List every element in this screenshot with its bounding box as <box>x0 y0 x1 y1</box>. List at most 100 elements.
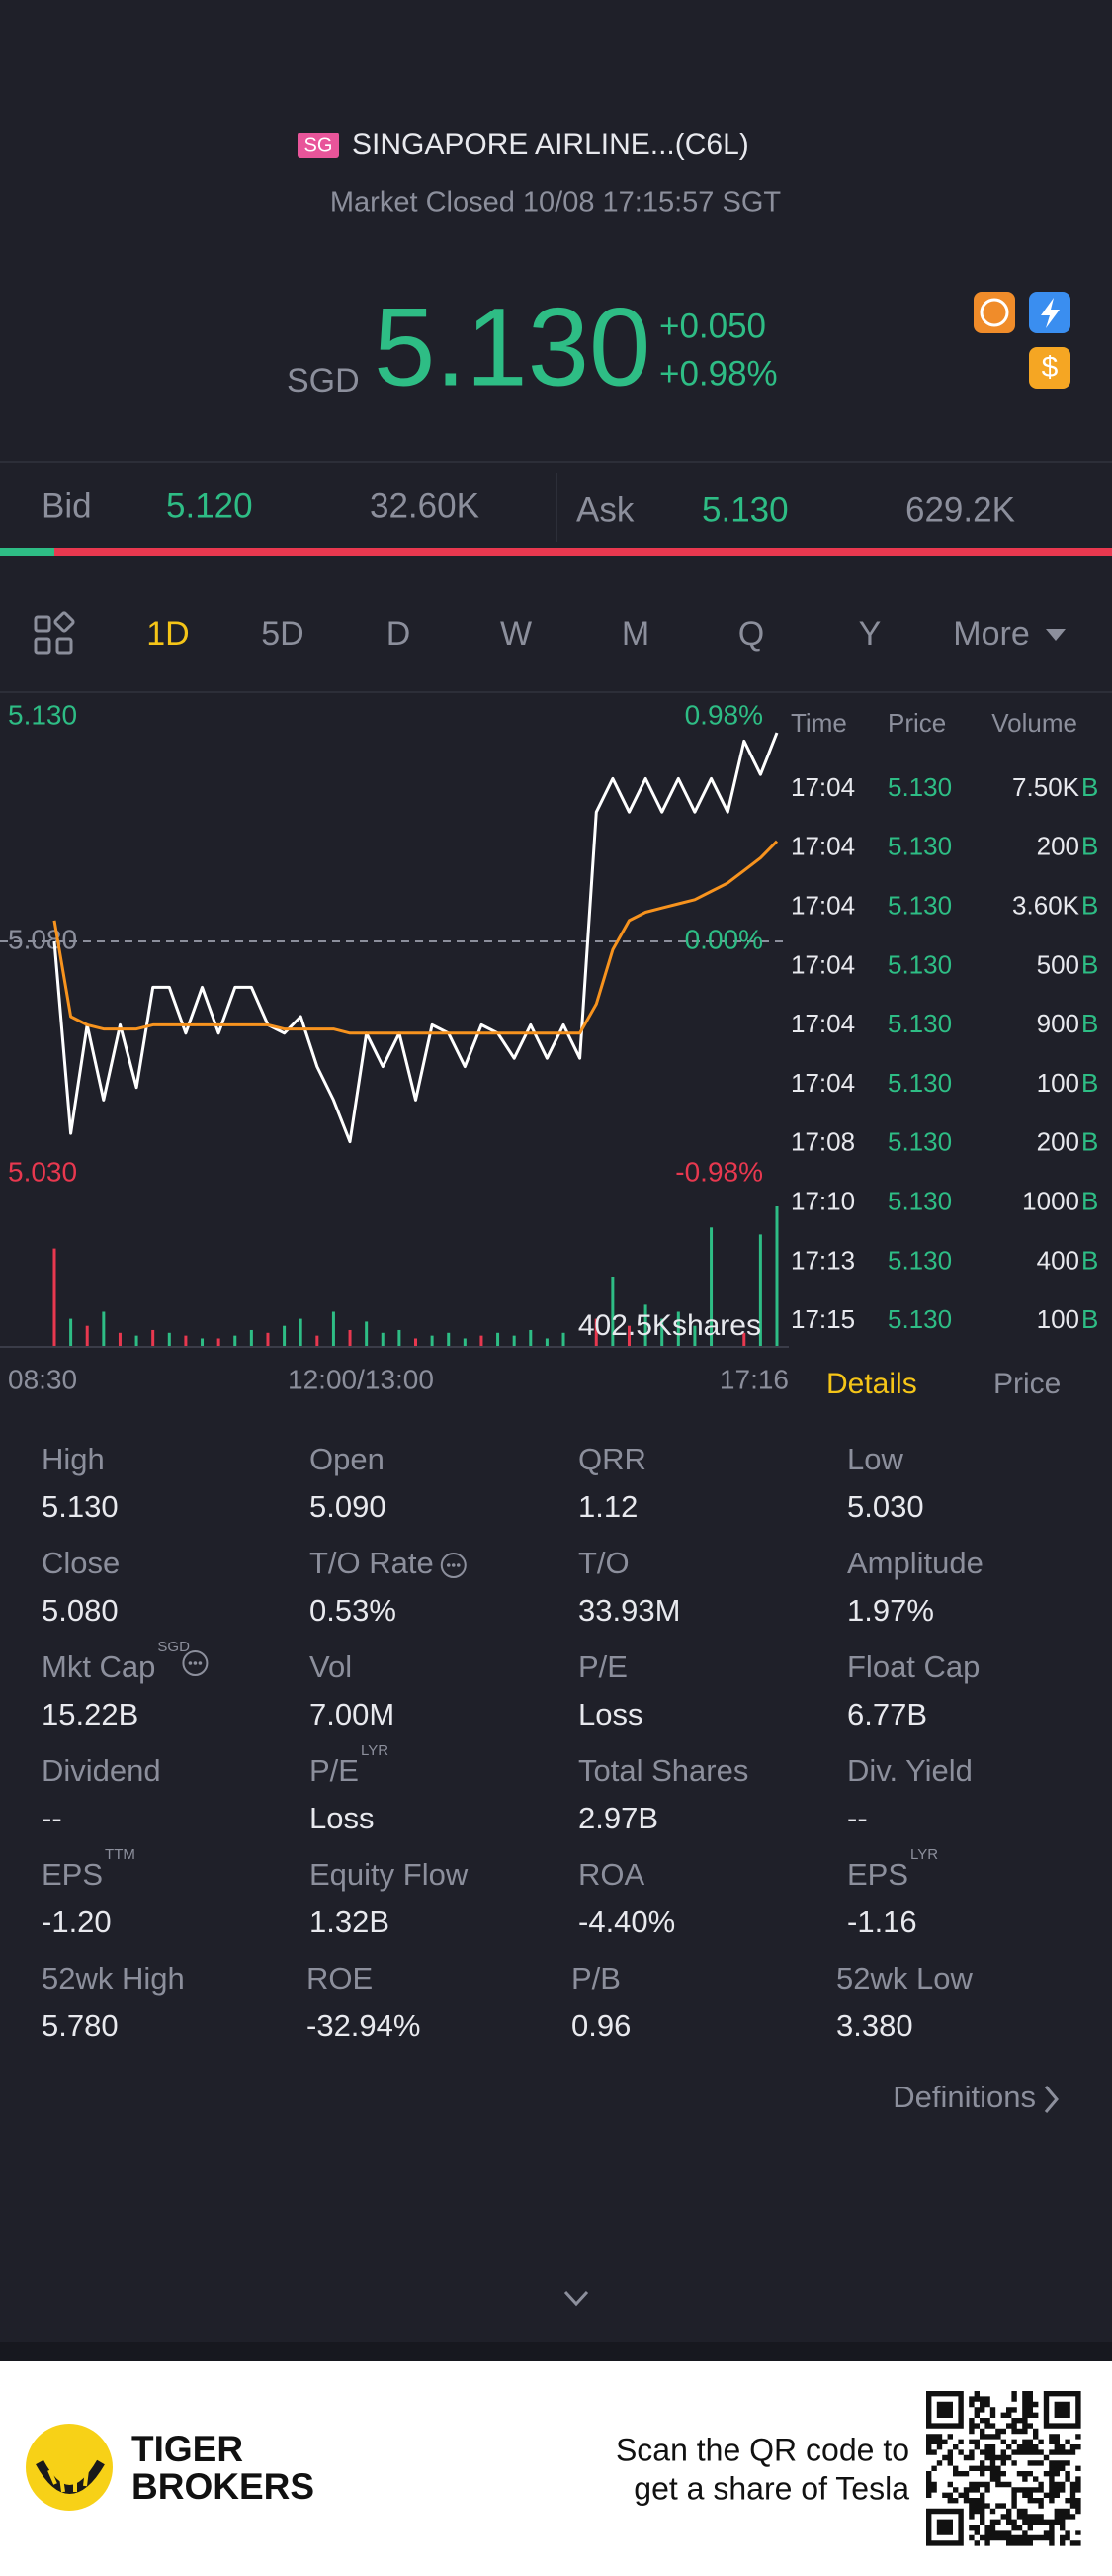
detail-label: Open <box>309 1442 385 1476</box>
period-tab[interactable]: D <box>386 615 411 653</box>
y2-tick-label: -0.98% <box>675 1156 763 1187</box>
volume-bar <box>561 1332 565 1347</box>
detail-label: ROE <box>306 1961 373 1996</box>
volume-bar <box>151 1329 155 1347</box>
volume-bar <box>430 1335 434 1347</box>
volume-bar <box>52 1248 56 1347</box>
volume-bar <box>266 1332 270 1347</box>
dropdown-arrow[interactable] <box>1046 629 1066 641</box>
detail-label: Div. Yield <box>847 1753 973 1788</box>
volume-bar <box>216 1338 220 1347</box>
volume-bar <box>233 1335 237 1347</box>
volume-bar <box>742 1332 746 1347</box>
detail-value: 1.32B <box>309 1905 389 1939</box>
trade-side: B <box>1081 1127 1098 1157</box>
volume-bar <box>184 1335 188 1347</box>
volume-bar <box>643 1304 647 1347</box>
detail-label: Low <box>847 1442 903 1476</box>
period-tab[interactable]: Q <box>738 615 764 653</box>
detail-label: Float Cap <box>847 1649 980 1684</box>
detail-value: 1.97% <box>847 1593 934 1628</box>
detail-label: 52wk Low <box>836 1961 973 1996</box>
bid-bar <box>0 548 54 556</box>
period-tab[interactable]: M <box>622 615 649 653</box>
period-tab[interactable]: More <box>953 615 1029 653</box>
detail-label: EPS <box>847 1857 908 1892</box>
trade-volume: 3.60K <box>1012 890 1080 920</box>
trade-time: 17:04 <box>791 1068 855 1098</box>
collapse-caret[interactable] <box>563 2290 589 2307</box>
stock-title: SINGAPORE AIRLINE...(C6L) <box>352 129 749 161</box>
volume-bar <box>118 1332 122 1347</box>
detail-label: T/O Rate <box>309 1546 434 1580</box>
price-tab[interactable]: Price <box>993 1368 1061 1400</box>
volume-bar <box>283 1325 287 1347</box>
volume-bar <box>693 1325 697 1347</box>
trade-time: 17:15 <box>791 1304 855 1334</box>
status-icons: $ <box>974 292 1070 389</box>
y2-tick-label: 0.98% <box>685 699 763 730</box>
trade-price: 5.130 <box>888 772 952 802</box>
volume-bar <box>512 1335 516 1347</box>
detail-label: Dividend <box>42 1753 161 1788</box>
info-icon-dot <box>451 1563 456 1567</box>
details-tab[interactable]: Details <box>826 1368 917 1400</box>
volume-bar <box>594 1318 598 1347</box>
promo-text: Scan the QR code to <box>616 2432 909 2467</box>
market-status: Market Closed 10/08 17:15:57 SGT <box>330 187 781 219</box>
volume-bar <box>529 1329 533 1347</box>
detail-value: -4.40% <box>578 1905 675 1939</box>
detail-value: -- <box>42 1801 62 1835</box>
volume-bar <box>463 1338 467 1347</box>
trade-volume: 200 <box>1037 1127 1079 1157</box>
definitions-link[interactable]: Definitions <box>893 2080 1036 2114</box>
volume-bar <box>102 1311 106 1347</box>
detail-value: 3.380 <box>836 2008 913 2043</box>
price-line <box>52 840 779 1035</box>
layout-icon[interactable] <box>34 611 75 655</box>
trade-side: B <box>1081 949 1098 979</box>
trade-header: Volume <box>991 708 1077 738</box>
volume-bar <box>315 1335 319 1347</box>
trade-side: B <box>1081 772 1098 802</box>
trade-time: 17:04 <box>791 832 855 861</box>
detail-value: 7.00M <box>309 1697 394 1732</box>
detail-label: Mkt Cap <box>42 1649 155 1684</box>
trade-header: Price <box>888 708 946 738</box>
volume-bar <box>134 1335 138 1347</box>
price-line <box>52 732 779 1144</box>
trade-volume: 7.50K <box>1012 772 1080 802</box>
volume-bar <box>331 1311 335 1347</box>
volume-bar <box>545 1338 549 1347</box>
info-icon[interactable] <box>440 1553 467 1578</box>
x-tick-label: 12:00/13:00 <box>288 1364 434 1394</box>
detail-value: 5.090 <box>309 1489 386 1524</box>
trade-volume: 500 <box>1037 949 1079 979</box>
brand: TIGER <box>131 2429 243 2469</box>
trade-price: 5.130 <box>888 1186 952 1215</box>
detail-label-sup: TTM <box>105 1846 135 1863</box>
trade-volume: 200 <box>1037 832 1079 861</box>
detail-label: P/E <box>578 1649 628 1684</box>
trade-price: 5.130 <box>888 1127 952 1157</box>
period-tab[interactable]: W <box>500 615 532 653</box>
detail-value: 0.96 <box>571 2008 631 2043</box>
period-tab[interactable]: 1D <box>146 615 189 653</box>
bid-size: 32.60K <box>370 487 479 525</box>
info-icon-ring <box>182 1650 209 1676</box>
detail-label: Close <box>42 1546 120 1580</box>
x-tick-label: 08:30 <box>8 1364 77 1394</box>
detail-label: ROA <box>578 1857 645 1892</box>
volume-bar <box>348 1329 352 1347</box>
period-tab[interactable]: 5D <box>261 615 303 653</box>
trade-side: B <box>1081 1009 1098 1038</box>
volume-label: 402.5Kshares <box>578 1309 761 1342</box>
detail-label: Total Shares <box>578 1753 748 1788</box>
period-tab[interactable]: Y <box>859 615 882 653</box>
detail-label: P/B <box>571 1961 621 1996</box>
trade-volume: 900 <box>1037 1009 1079 1038</box>
trade-side: B <box>1081 1304 1098 1334</box>
info-icon[interactable] <box>182 1650 209 1676</box>
